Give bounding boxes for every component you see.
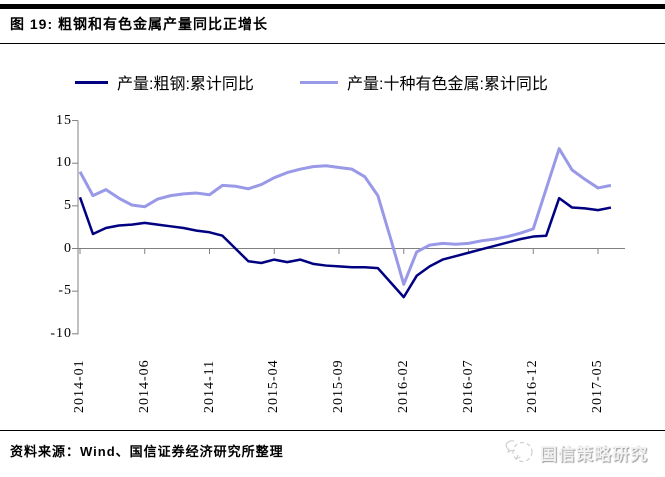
watermark-text: 国信策略研究 bbox=[540, 444, 648, 464]
watermark: 国信策略研究 bbox=[504, 438, 648, 466]
figure-title: 图 19: 粗钢和有色金属产量同比正增长 bbox=[10, 16, 269, 32]
y-tick-label: 5 bbox=[64, 197, 72, 213]
legend-label-crude-steel: 产量:粗钢:累计同比 bbox=[117, 76, 254, 93]
legend-label-nonferrous: 产量:十种有色金属:累计同比 bbox=[347, 76, 548, 93]
series-line-nonferrous bbox=[78, 147, 612, 286]
x-tick-label: 2014-06 bbox=[136, 359, 152, 413]
source-note: 资料来源：Wind、国信证券经济研究所整理 bbox=[10, 444, 284, 459]
x-tick-label: 2016-02 bbox=[395, 359, 411, 413]
x-tick-label: 2017-05 bbox=[590, 359, 605, 413]
footer-divider bbox=[0, 430, 665, 431]
x-tick-label: 2014-01 bbox=[72, 359, 87, 413]
series-line-crude-steel bbox=[78, 196, 612, 299]
x-tick-label: 2015-04 bbox=[266, 359, 282, 413]
legend-item-nonferrous: 产量:十种有色金属:累计同比 bbox=[300, 70, 548, 94]
crude-steel-line-sample bbox=[75, 80, 108, 84]
chat-bubbles-icon bbox=[505, 440, 533, 463]
x-tick-label: 2016-12 bbox=[525, 359, 541, 413]
top-divider bbox=[0, 4, 665, 9]
y-tick-label: 15 bbox=[56, 112, 72, 128]
x-tick-label: 2016-07 bbox=[460, 359, 476, 413]
x-tick-label: 2014-11 bbox=[201, 359, 217, 413]
y-tick-label: -5 bbox=[58, 283, 72, 299]
legend-item-crude-steel: 产量:粗钢:累计同比 bbox=[75, 70, 254, 94]
nonferrous-line-sample bbox=[300, 80, 338, 84]
title-divider bbox=[0, 43, 665, 44]
y-tick-label: 10 bbox=[56, 155, 72, 171]
x-tick-label: 2015-09 bbox=[331, 359, 346, 413]
y-tick-label: -10 bbox=[50, 325, 72, 341]
y-tick-label: 0 bbox=[64, 240, 72, 256]
